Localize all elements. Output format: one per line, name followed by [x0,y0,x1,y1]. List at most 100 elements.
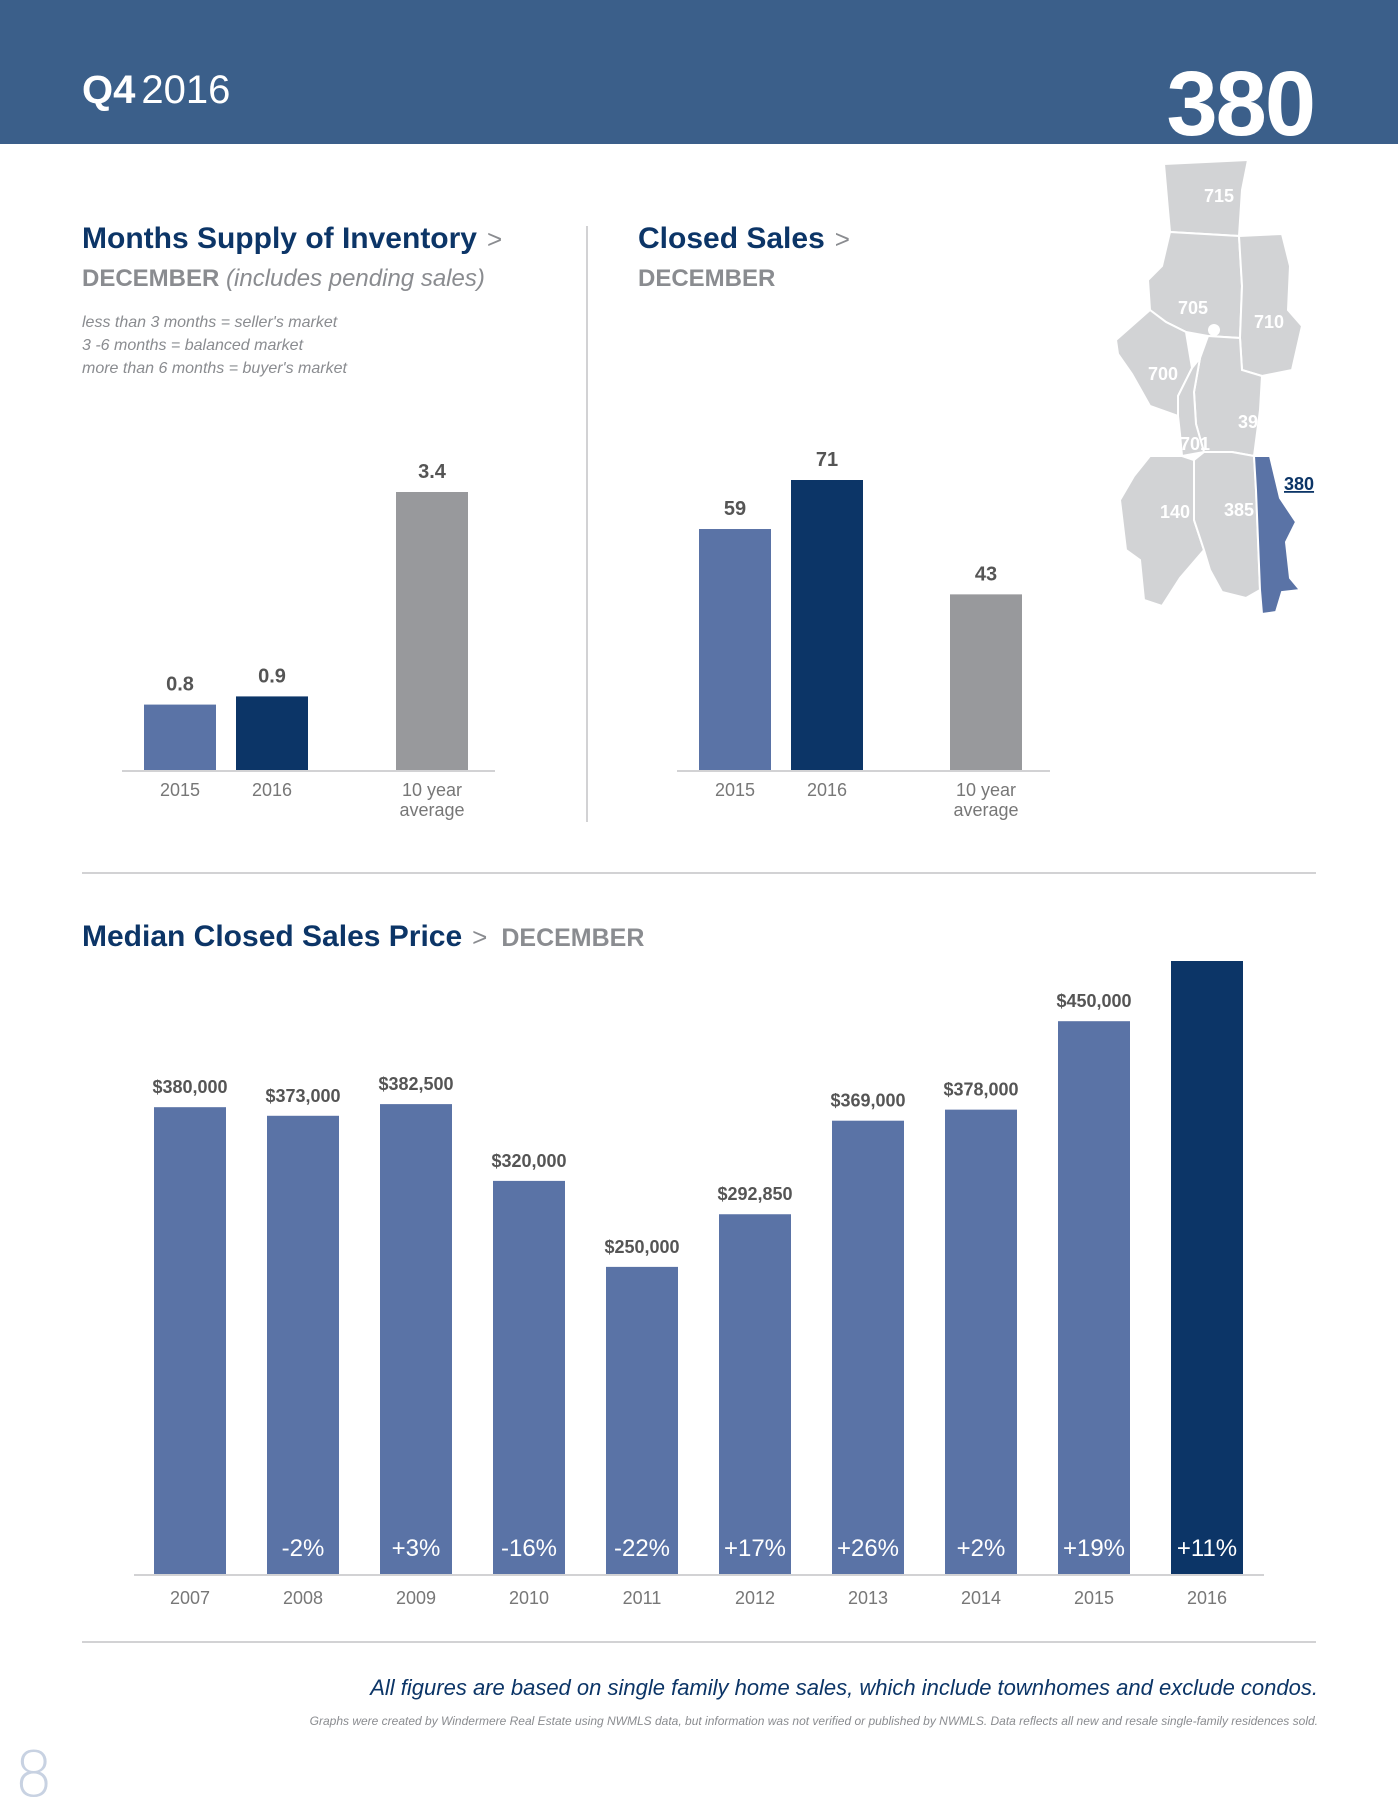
median-title-text: Median Closed Sales Price [82,920,463,953]
data-label: 43 [975,563,997,585]
data-label: $250,000 [604,1237,679,1257]
x-axis-line [122,770,495,772]
tick-label-line: 2015 [160,780,200,800]
tick-label-line: 10 year [402,780,462,800]
data-label: $292,850 [717,1184,792,1204]
lake-icon [1208,324,1220,336]
map-label-705: 705 [1178,298,1208,318]
tick-label-line: average [953,800,1018,820]
tick-label: 2016 [807,780,847,800]
area-map: 715 705 710 700 390 701 380 140 385 [1114,160,1314,616]
pct-change-label: +17% [724,1535,786,1562]
data-label: $373,000 [265,1086,340,1106]
bar-2015 [144,704,216,770]
tick-label-line: 2008 [283,1588,323,1608]
map-label-700: 700 [1148,364,1178,384]
data-label: 0.9 [258,665,286,687]
pct-change-label: +19% [1063,1535,1125,1562]
supply-title-text: Months Supply of Inventory [82,222,477,255]
bar-2012 [719,1214,791,1574]
supply-subtitle: DECEMBER (includes pending sales) [82,265,485,293]
x-axis-line [677,770,1050,772]
tick-label: 2016 [1187,1588,1227,1608]
data-label: 71 [816,449,838,471]
data-label: $378,000 [943,1080,1018,1100]
chevron-right-icon: > [472,922,488,952]
tick-label: 10 year average [399,780,464,820]
tick-label: 2013 [848,1588,888,1608]
chevron-right-icon: > [834,224,850,254]
tick-label: 2015 [1074,1588,1114,1608]
tick-label-line: 2010 [509,1588,549,1608]
pct-change-label: +11% [1177,1535,1237,1562]
section-divider [82,872,1316,874]
pct-change-label: -2% [282,1535,325,1562]
map-region-701 [1177,357,1206,458]
pct-change-label: -16% [501,1535,557,1562]
bar-2013 [832,1120,904,1574]
tick-label-line: 2016 [1187,1588,1227,1608]
closed-title: Closed Sales > [638,222,850,256]
map-region-380 [1252,455,1302,616]
median-price-chart: $380,000 2007 $373,000 -2% 2008 $382,500 +3% 20… [134,961,1264,1608]
bar-2009 [380,1104,452,1574]
data-label: $450,000 [1056,991,1131,1011]
tick-label: 10 year average [953,780,1018,820]
fineprint-text: Graphs were created by Windermere Real E… [309,1714,1318,1728]
header-band: Q4 2016 380 [0,0,1398,150]
report-quarter: Q4 2016 [82,68,230,113]
median-subtitle: DECEMBER [501,924,645,952]
tick-label: 2015 [160,780,200,800]
closed-subtitle: DECEMBER [638,265,776,292]
chevron-right-icon: > [487,224,503,254]
tick-label: 2008 [283,1588,323,1608]
market-note-balanced: 3 -6 months = balanced market [82,337,304,354]
tick-label-line: 2014 [961,1588,1001,1608]
data-label: $382,500 [378,1074,453,1094]
bar-2014 [945,1109,1017,1574]
supply-subtitle-month: DECEMBER [82,265,220,292]
tick-label: 2010 [509,1588,549,1608]
map-label-390: 390 [1238,412,1268,432]
data-label: $320,000 [491,1151,566,1171]
bar-2015 [1058,1021,1130,1574]
supply-chart: 0.8 2015 0.9 2016 3.4 10 year average [122,461,495,820]
tick-label: 2014 [961,1588,1001,1608]
map-label-380: 380 [1284,474,1314,494]
map-label-385: 385 [1224,500,1254,520]
data-label: 0.8 [166,674,194,696]
data-label: $380,000 [152,1077,227,1097]
data-label: $369,000 [830,1091,905,1111]
supply-subtitle-note: (includes pending sales) [226,265,485,292]
page-number: 8 [14,1738,54,1809]
market-note-buyer: more than 6 months = buyer's market [82,360,347,377]
bar-2010 [493,1180,565,1574]
supply-title: Months Supply of Inventory > [82,222,502,256]
tick-label: 2012 [735,1588,775,1608]
map-label-715: 715 [1204,186,1234,206]
tick-label: 2016 [252,780,292,800]
tick-label-line: 2011 [623,1588,662,1608]
pct-change-label: +26% [837,1535,899,1562]
closed-title-text: Closed Sales [638,222,825,255]
bar-2008 [267,1115,339,1574]
bar-10-year-average [950,594,1022,770]
map-label-710: 710 [1254,312,1284,332]
pct-change-label: +2% [957,1535,1006,1562]
data-label: 3.4 [418,461,447,483]
quarter-label: Q4 [82,68,136,112]
tick-label: 2009 [396,1588,436,1608]
bar-10-year-average [396,492,468,770]
tick-label-line: 2012 [735,1588,775,1608]
column-divider [586,226,588,822]
map-region-385 [1193,451,1262,600]
map-region-140 [1118,455,1206,608]
tick-label-line: 2007 [170,1588,210,1608]
market-note-seller: less than 3 months = seller's market [82,314,338,331]
bar-2015 [699,529,771,770]
x-axis-line [134,1574,1264,1576]
disclaimer-text: All figures are based on single family h… [370,1675,1318,1700]
tick-label-line: 2009 [396,1588,436,1608]
section-divider [82,1641,1316,1643]
tick-label: 2007 [170,1588,210,1608]
